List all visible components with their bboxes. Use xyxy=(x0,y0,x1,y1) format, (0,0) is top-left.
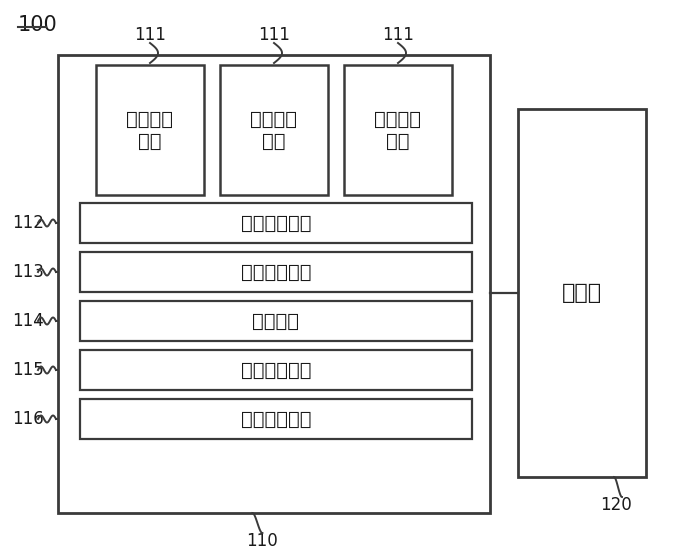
Text: 第一判断模块: 第一判断模块 xyxy=(240,214,312,233)
Bar xyxy=(80,301,472,341)
Text: 采样调查
模块: 采样调查 模块 xyxy=(250,109,298,150)
Text: 113: 113 xyxy=(12,263,44,281)
Bar xyxy=(220,65,328,195)
Bar xyxy=(80,252,472,292)
Text: 111: 111 xyxy=(258,26,290,44)
Text: 115: 115 xyxy=(12,361,44,379)
Text: 114: 114 xyxy=(12,312,44,330)
Text: 116: 116 xyxy=(12,410,44,428)
Text: 111: 111 xyxy=(382,26,414,44)
Text: 第二判断模块: 第二判断模块 xyxy=(240,263,312,281)
Bar xyxy=(80,350,472,390)
Bar xyxy=(80,399,472,439)
Text: 采样调查
模块: 采样调查 模块 xyxy=(374,109,422,150)
Text: 111: 111 xyxy=(134,26,166,44)
Text: 110: 110 xyxy=(247,532,278,550)
Text: 模拟模块: 模拟模块 xyxy=(252,311,300,330)
Text: 100: 100 xyxy=(18,15,58,35)
Bar xyxy=(80,203,472,243)
Bar xyxy=(344,65,452,195)
Text: 120: 120 xyxy=(599,496,631,514)
Text: 流转程序模块: 流转程序模块 xyxy=(240,410,312,428)
Bar xyxy=(96,65,204,195)
Text: 区块链: 区块链 xyxy=(562,283,602,303)
Text: 采样调查
模块: 采样调查 模块 xyxy=(126,109,174,150)
Bar xyxy=(58,55,490,513)
Text: 112: 112 xyxy=(12,214,44,232)
Text: 效果评估模块: 效果评估模块 xyxy=(240,361,312,380)
Bar xyxy=(518,109,646,477)
